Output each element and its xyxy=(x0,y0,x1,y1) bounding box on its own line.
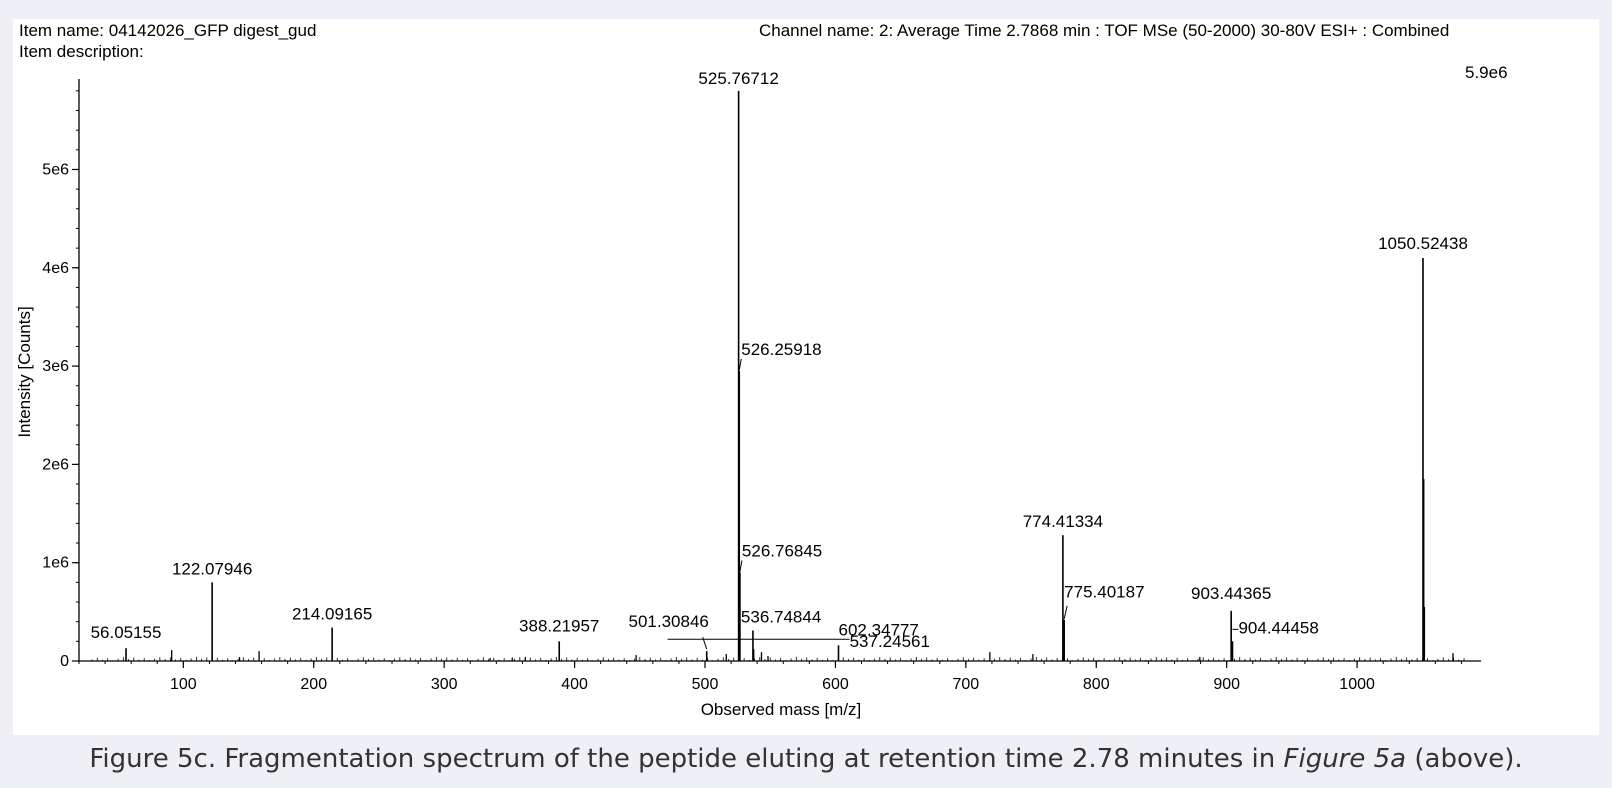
caption-suffix: (above). xyxy=(1406,744,1523,774)
y-tick-label: 5e6 xyxy=(42,161,69,178)
y-tick-label: 1e6 xyxy=(42,555,69,572)
x-tick-label: 600 xyxy=(822,676,849,693)
y-tick-label: 0 xyxy=(60,653,69,670)
peak-label: 1050.52438 xyxy=(1378,234,1468,253)
peak-label-leader xyxy=(739,560,743,572)
y-tick-label: 3e6 xyxy=(42,358,69,375)
x-tick-label: 400 xyxy=(561,676,588,693)
y-axis-label: Intensity [Counts] xyxy=(15,306,34,437)
x-tick-label: 900 xyxy=(1213,676,1240,693)
y-tick-label: 4e6 xyxy=(42,260,69,277)
peak-label: 526.25918 xyxy=(741,340,821,359)
peak-label: 903.44365 xyxy=(1191,584,1271,603)
peak-label: 602.34777 xyxy=(838,620,918,639)
x-tick-label: 1000 xyxy=(1339,676,1375,693)
peak-label: 122.07946 xyxy=(172,559,252,578)
peak-label: 537.24561 xyxy=(850,632,930,651)
x-tick-label: 700 xyxy=(952,676,979,693)
peak-label: 525.76712 xyxy=(698,69,778,88)
peak-label: 526.76845 xyxy=(742,542,822,561)
peak-label: 214.09165 xyxy=(292,605,372,624)
x-tick-label: 100 xyxy=(170,676,197,693)
peak-label-leader xyxy=(1063,605,1068,619)
caption-prefix: Figure 5c. Fragmentation spectrum of the… xyxy=(89,744,1284,774)
x-tick-label: 800 xyxy=(1083,676,1110,693)
figure-caption: Figure 5c. Fragmentation spectrum of the… xyxy=(0,744,1612,774)
peak-label: 774.41334 xyxy=(1023,512,1103,531)
spectrum-panel: Item name: 04142026_GFP digest_gud Item … xyxy=(13,19,1599,735)
spectrum-chart: 0 1e6 2e6 3e6 4e6 5e6 100 200 300 400 500 600 700 800… xyxy=(15,69,1481,719)
peak-label: 388.21957 xyxy=(519,616,599,635)
y-tick-label: 2e6 xyxy=(42,456,69,473)
peak-label: 501.30846 xyxy=(629,612,709,631)
x-tick-label: 300 xyxy=(431,676,458,693)
peak-labels-layer: 56.05155 122.07946 214.09165 388.21957 501.3… xyxy=(91,69,1468,651)
channel-name: Channel name: 2: Average Time 2.7868 min… xyxy=(759,21,1450,40)
x-axis-label: Observed mass [m/z] xyxy=(701,700,862,719)
peak-label: 775.40187 xyxy=(1064,583,1144,602)
peak-label: 536.74844 xyxy=(741,608,821,627)
peak-label: 904.44458 xyxy=(1238,618,1318,637)
item-name: Item name: 04142026_GFP digest_gud xyxy=(19,21,317,40)
x-tick-label: 200 xyxy=(300,676,327,693)
peak-label-leader xyxy=(738,358,742,371)
peaks-layer xyxy=(91,90,1465,661)
item-description: Item description: xyxy=(19,42,144,61)
caption-figure-ref: Figure 5a xyxy=(1283,744,1407,774)
peak-label: 56.05155 xyxy=(91,623,162,642)
axes-layer: 0 1e6 2e6 3e6 4e6 5e6 100 200 300 400 500 600 700 800… xyxy=(42,79,1481,693)
max-intensity-label: 5.9e6 xyxy=(1465,63,1508,82)
x-tick-label: 500 xyxy=(692,676,719,693)
